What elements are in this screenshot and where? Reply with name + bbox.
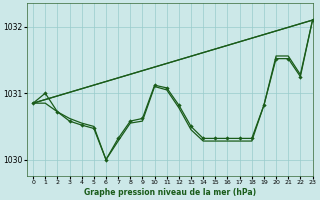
- X-axis label: Graphe pression niveau de la mer (hPa): Graphe pression niveau de la mer (hPa): [84, 188, 256, 197]
